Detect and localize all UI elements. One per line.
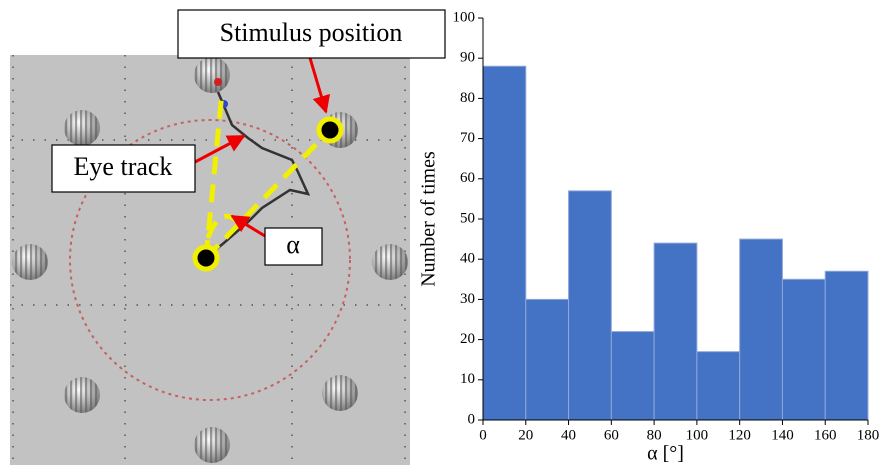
stimulus-point: [319, 119, 341, 141]
x-tick-label: 140: [771, 427, 794, 443]
y-tick-label: 20: [460, 331, 475, 347]
x-tick-label: 40: [561, 427, 576, 443]
x-tick-label: 160: [814, 427, 837, 443]
bar: [569, 191, 612, 420]
x-tick-label: 180: [857, 427, 880, 443]
x-tick-label: 20: [518, 427, 533, 443]
y-axis-label: Number of times: [418, 151, 440, 287]
bar: [654, 243, 697, 420]
y-tick-label: 100: [453, 9, 476, 25]
bar: [825, 271, 868, 420]
y-tick-label: 50: [460, 210, 475, 226]
x-tick-label: 80: [647, 427, 662, 443]
figure: Stimulus position Eye track α 0 10 20 30 40 5…: [0, 0, 885, 467]
bar: [782, 279, 825, 420]
y-tick-label: 0: [468, 411, 476, 427]
x-tick-label: 60: [604, 427, 619, 443]
bar: [526, 299, 569, 420]
x-tick-label: 100: [686, 427, 709, 443]
y-tick-label: 60: [460, 170, 475, 186]
bar: [483, 66, 526, 420]
y-tick-label: 70: [460, 130, 475, 146]
track-point: [214, 78, 222, 86]
alpha-label: α: [286, 230, 300, 259]
y-tick-label: 30: [460, 291, 475, 307]
y-tick-label: 80: [460, 90, 475, 106]
illustration: Stimulus position Eye track α: [10, 10, 445, 465]
x-axis-label: α [°]: [647, 443, 684, 465]
bar: [611, 332, 654, 420]
stimulus-label: Stimulus position: [220, 18, 403, 47]
start-point: [195, 247, 217, 269]
bar: [697, 352, 740, 420]
x-tick-label: 120: [728, 427, 751, 443]
y-tick-label: 90: [460, 50, 475, 66]
y-tick-label: 40: [460, 251, 475, 267]
bar: [740, 239, 783, 420]
x-tick-label: 0: [479, 427, 487, 443]
histogram: 0 10 20 30 40 50 60 70 80 90 100 0 20 40 60 80 100 120 140…: [418, 9, 880, 464]
eye-track-label: Eye track: [74, 152, 173, 181]
y-tick-label: 10: [460, 371, 475, 387]
